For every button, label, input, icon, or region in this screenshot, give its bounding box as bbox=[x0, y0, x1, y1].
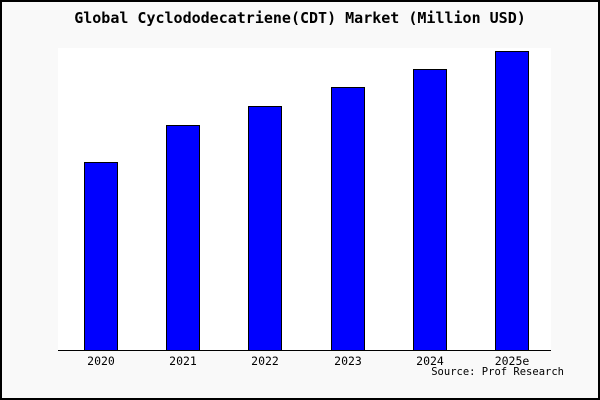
x-tick-label-2020: 2020 bbox=[87, 354, 115, 368]
x-tick-label-2023: 2023 bbox=[334, 354, 362, 368]
bar-2025e bbox=[495, 51, 529, 350]
bar-2021 bbox=[166, 125, 200, 350]
x-tick-label-2022: 2022 bbox=[251, 354, 279, 368]
bar-2022 bbox=[248, 106, 282, 350]
chart-title: Global Cyclododecatriene(CDT) Market (Mi… bbox=[74, 9, 526, 27]
source-credit: Source: Prof Research bbox=[431, 366, 564, 378]
x-tick-label-2025e: 2025e bbox=[494, 354, 530, 368]
plot-area bbox=[58, 48, 551, 351]
bar-2023 bbox=[331, 87, 365, 350]
bar-2024 bbox=[413, 69, 447, 350]
bar-2020 bbox=[84, 162, 118, 350]
x-tick-label-2021: 2021 bbox=[169, 354, 197, 368]
x-tick-label-2024: 2024 bbox=[416, 354, 444, 368]
